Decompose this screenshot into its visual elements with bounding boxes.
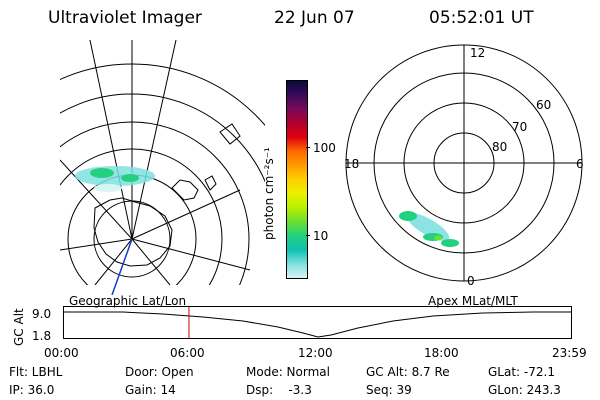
auroral-emission (75, 166, 155, 192)
gc-alt-info: GC Alt: 8.7 Re (366, 365, 450, 379)
timeline-ytick-low: 1.8 (32, 329, 52, 343)
colorbar-unit-label: photon cm⁻²s⁻¹ (262, 147, 276, 240)
mlt-18-label: 18 (344, 157, 360, 171)
mode-info: Mode: Normal (246, 365, 330, 379)
mlat-80-label: 80 (492, 140, 508, 154)
door-info: Door: Open (125, 365, 194, 379)
mlt-0-label: 0 (467, 274, 475, 288)
glon-info: GLon: 243.3 (488, 383, 561, 397)
timeline-ytick-high: 9.0 (32, 307, 52, 321)
ip-info: IP: 36.0 (9, 383, 55, 397)
dsp-info: Dsp: -3.3 (246, 383, 312, 397)
seq-info: Seq: 39 (366, 383, 412, 397)
apex-polar-plot (345, 44, 583, 282)
mlt-12-label: 12 (470, 46, 486, 60)
geographic-map (60, 40, 265, 295)
gain-info: Gain: 14 (125, 383, 176, 397)
instrument-title: Ultraviolet Imager (48, 8, 202, 28)
mlat-60-label: 60 (536, 98, 552, 112)
mlt-6-label: 6 (576, 157, 584, 171)
date-label: 22 Jun 07 (274, 8, 355, 28)
geographic-label: Geographic Lat/Lon (69, 294, 187, 308)
altitude-timeline (63, 306, 572, 339)
timeline-xtick-1200: 12:00 (298, 346, 333, 360)
apex-auroral-emission (399, 211, 459, 247)
time-label: 05:52:01 UT (429, 8, 534, 28)
satellite-track (111, 238, 133, 295)
colorbar-tick-100: 100 (313, 141, 336, 155)
timeline-xtick-0600: 06:00 (170, 346, 205, 360)
timeline-xtick-0000: 00:00 (44, 346, 79, 360)
continent-outline (93, 197, 173, 267)
apex-label: Apex MLat/MLT (428, 294, 518, 308)
glat-info: GLat: -72.1 (488, 365, 555, 379)
timeline-axis-label: GC Alt (12, 308, 26, 346)
filter-info: Flt: LBHL (9, 365, 63, 379)
colorbar-tick-10: 10 (313, 229, 329, 243)
timeline-xtick-2359: 23:59 (552, 346, 587, 360)
mlat-70-label: 70 (512, 120, 528, 134)
timeline-xtick-1800: 18:00 (424, 346, 459, 360)
colorbar (286, 80, 308, 279)
